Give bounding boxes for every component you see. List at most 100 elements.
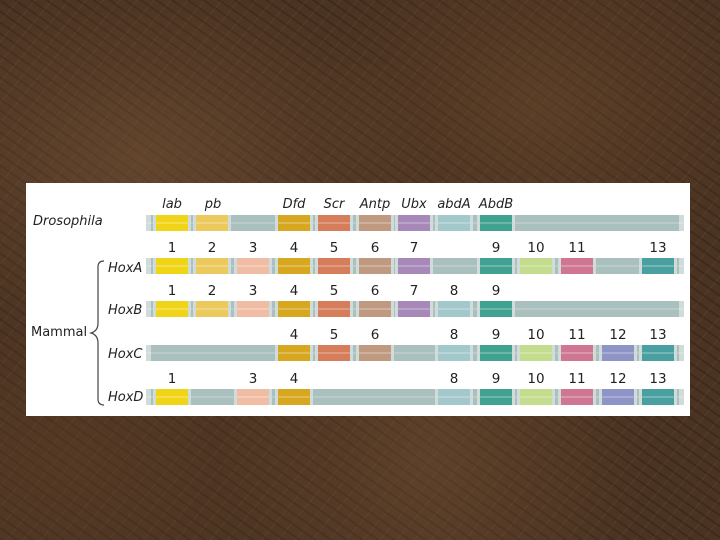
hoxd-gene-number: 8: [450, 371, 459, 387]
drosophila-gene-abdb-spacer-left: [477, 215, 480, 231]
hoxc-gene-box: [602, 345, 634, 361]
hoxc-gene-box: [359, 345, 391, 361]
drosophila-gene-pb-spacer-right: [228, 215, 231, 231]
hoxa-gene-number: 10: [527, 240, 544, 256]
drosophila-gene-dfd: [278, 215, 310, 231]
drosophila-gene-lab: [156, 215, 188, 231]
drosophila-gene-dfd-spacer-right: [310, 215, 313, 231]
hoxa-gene-box: [561, 258, 593, 274]
hoxd-gene-box-spacer-right: [310, 389, 313, 405]
hoxb-gene-box-spacer-right: [430, 301, 433, 317]
hoxa-gene-box-spacer-right: [512, 258, 515, 274]
hoxa-gene-box-spacer-right: [593, 258, 596, 274]
hoxa-track-right-cap: [679, 258, 684, 274]
hoxd-gene-number: 13: [649, 371, 666, 387]
hoxb-gene-box: [196, 301, 228, 317]
hoxa-gene-number: 2: [208, 240, 217, 256]
hoxa-gene-box-spacer-right: [310, 258, 313, 274]
drosophila-gene-antp-spacer-left: [356, 215, 359, 231]
hoxb-gene-box-spacer-right: [512, 301, 515, 317]
gene-label-scr: Scr: [324, 197, 346, 212]
hoxd-gene-number: 3: [249, 371, 258, 387]
hoxa-gene-box: [196, 258, 228, 274]
hoxa-gene-box-spacer-left: [477, 258, 480, 274]
hoxc-gene-box-spacer-left: [517, 345, 520, 361]
row-label-hoxa: HoxA: [108, 261, 142, 276]
hoxc-gene-number: 8: [450, 327, 459, 343]
hoxc-track-right-cap: [679, 345, 684, 361]
drosophila-track-left-cap: [146, 215, 151, 231]
hoxd-gene-box-spacer-left: [153, 389, 156, 405]
drosophila-gene-lab-spacer-right: [188, 215, 191, 231]
hoxa-gene-box: [318, 258, 350, 274]
hoxd-gene-number: 4: [290, 371, 299, 387]
gene-label-abdb: AbdB: [478, 197, 513, 212]
hoxc-gene-box-spacer-right: [593, 345, 596, 361]
hoxd-gene-number: 11: [568, 371, 585, 387]
hoxb-gene-box-spacer-left: [477, 301, 480, 317]
hoxa-gene-box: [398, 258, 430, 274]
cluster-hoxd: 1 3 4 8 9 10 11 12 13: [146, 371, 684, 405]
hoxa-gene-number: 9: [492, 240, 501, 256]
hoxd-track-right-cap: [679, 389, 684, 405]
hoxb-gene-box-spacer-left: [435, 301, 438, 317]
hoxa-gene-box-spacer-left: [153, 258, 156, 274]
row-label-hoxc: HoxC: [108, 347, 143, 362]
hoxb-track-left-cap: [146, 301, 151, 317]
cluster-hoxa: 1 2 3 4 5 6 7 9 10 11 13: [146, 240, 684, 274]
hoxb-gene-box-spacer-left: [275, 301, 278, 317]
hoxa-gene-box-spacer-right: [674, 258, 677, 274]
hoxb-gene-box: [398, 301, 430, 317]
hoxc-gene-box-spacer-left: [435, 345, 438, 361]
hoxa-gene-number: 4: [290, 240, 299, 256]
drosophila-gene-abda-spacer-left: [435, 215, 438, 231]
hoxc-gene-box-spacer-right: [674, 345, 677, 361]
gene-label-lab: lab: [162, 197, 182, 212]
hoxb-gene-number: 2: [208, 283, 217, 299]
hoxb-gene-box: [359, 301, 391, 317]
hoxa-gene-box-spacer-right: [350, 258, 353, 274]
hoxd-gene-box-spacer-left: [477, 389, 480, 405]
hoxd-gene-box: [278, 389, 310, 405]
hoxb-gene-box: [480, 301, 512, 317]
hoxc-gene-box-spacer-right: [350, 345, 353, 361]
hoxd-gene-box-spacer-left: [639, 389, 642, 405]
hoxc-gene-box: [278, 345, 310, 361]
hoxc-gene-box-spacer-left: [477, 345, 480, 361]
hoxd-gene-box: [520, 389, 552, 405]
hoxb-gene-number: 3: [249, 283, 258, 299]
hoxc-gene-box-spacer-left: [275, 345, 278, 361]
drosophila-gene-labels: lab pb Dfd Scr Antp Ubx abdA AbdB: [162, 197, 513, 212]
hoxd-gene-box-spacer-right: [674, 389, 677, 405]
hoxd-gene-box-spacer-right: [552, 389, 555, 405]
hoxc-gene-box: [480, 345, 512, 361]
hoxb-gene-box-spacer-right: [470, 301, 473, 317]
hoxc-gene-box-spacer-left: [599, 345, 602, 361]
drosophila-label: Drosophila: [33, 214, 103, 229]
hoxc-gene-box-spacer-right: [634, 345, 637, 361]
hoxa-gene-box: [156, 258, 188, 274]
hoxd-gene-box: [561, 389, 593, 405]
hoxc-gene-number: 9: [492, 327, 501, 343]
hoxc-gene-number: 12: [609, 327, 626, 343]
hoxa-gene-box: [237, 258, 269, 274]
hoxc-gene-number: 4: [290, 327, 299, 343]
gene-label-abda: abdA: [437, 197, 470, 212]
hoxc-gene-box-spacer-right: [310, 345, 313, 361]
gene-label-dfd: Dfd: [283, 197, 307, 212]
hoxb-gene-box-spacer-left: [234, 301, 237, 317]
hoxc-gene-number: 6: [371, 327, 380, 343]
hoxa-gene-box-spacer-left: [275, 258, 278, 274]
hoxc-gene-box-spacer-left: [356, 345, 359, 361]
hoxc-gene-number: 5: [330, 327, 339, 343]
hoxd-gene-box-spacer-left: [599, 389, 602, 405]
drosophila-gene-abda-spacer-right: [470, 215, 473, 231]
hoxc-gene-number: 13: [649, 327, 666, 343]
hoxb-gene-box-spacer-right: [228, 301, 231, 317]
hoxb-gene-box: [156, 301, 188, 317]
hoxb-gene-number: 1: [168, 283, 177, 299]
drosophila-gene-lab-spacer-left: [153, 215, 156, 231]
hoxc-gene-number: 11: [568, 327, 585, 343]
hoxc-gene-box: [642, 345, 674, 361]
hoxc-gene-box: [438, 345, 470, 361]
